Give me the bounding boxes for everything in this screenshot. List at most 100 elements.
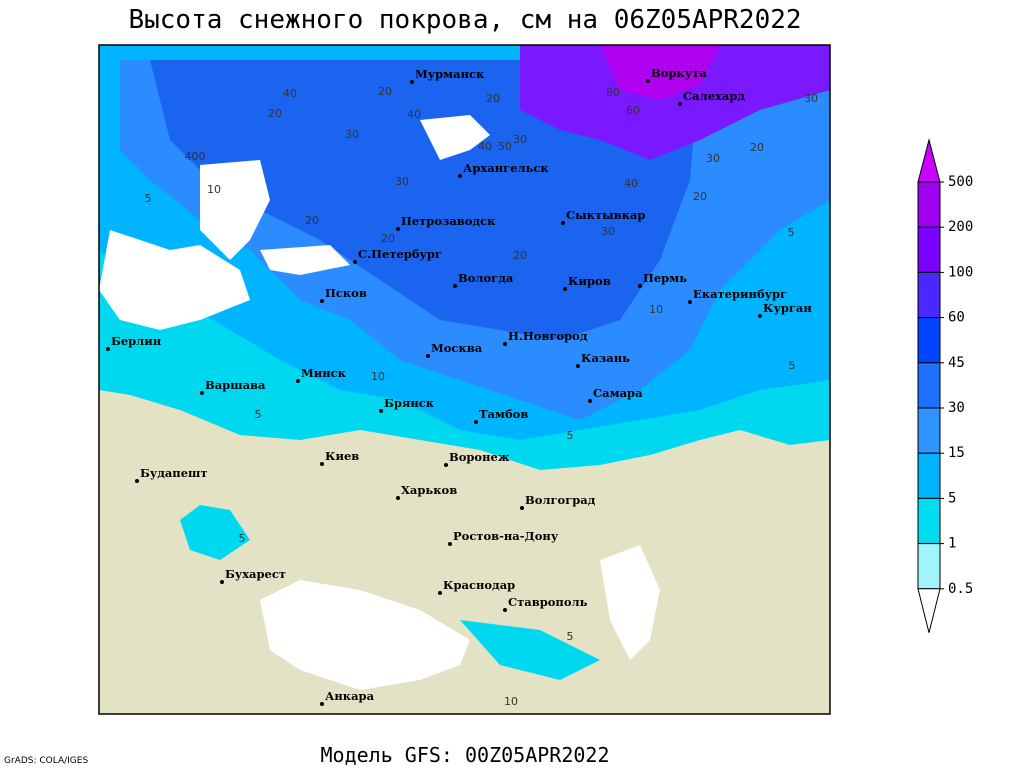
colorbar-label: 30 — [948, 400, 965, 416]
city-dot — [353, 260, 357, 264]
snow-100 — [520, 45, 830, 160]
city-dot — [453, 284, 457, 288]
contour-label: 10 — [207, 183, 221, 196]
city-dot — [379, 409, 383, 413]
city-label: Москва — [431, 341, 483, 355]
city-dot — [410, 80, 414, 84]
city-label: Архангельск — [463, 161, 549, 175]
city-dot — [106, 347, 110, 351]
city-dot — [678, 102, 682, 106]
city-dot — [444, 463, 448, 467]
colorbar-segment — [917, 452, 941, 499]
credit: GrADS: COLA/IGES — [4, 756, 88, 766]
city-dot — [758, 314, 762, 318]
contour-label: 20 — [486, 92, 500, 105]
city-dot — [396, 227, 400, 231]
contour-label: 60 — [626, 104, 640, 117]
city-label: Самара — [593, 386, 643, 400]
city-label: Бухарест — [225, 567, 286, 581]
map-frame — [98, 44, 831, 715]
city-dot — [426, 354, 430, 358]
colorbar-label: 100 — [948, 264, 973, 280]
city-label: Анкара — [325, 689, 375, 703]
city-dot — [474, 420, 478, 424]
city-label: Салехард — [683, 89, 745, 103]
colorbar-segment — [917, 181, 941, 228]
contour-label: 10 — [504, 695, 518, 708]
city-label: С.Петербург — [358, 247, 442, 261]
city-label: Сыктывкар — [566, 208, 645, 222]
city-label: Курган — [763, 301, 812, 315]
colorbar-label: 5 — [948, 490, 956, 506]
city-dot — [688, 300, 692, 304]
city-label: Краснодар — [443, 578, 515, 592]
contour-label: 40 — [407, 108, 421, 121]
city-dot — [448, 542, 452, 546]
city-dot — [200, 391, 204, 395]
colorbar-label: 60 — [948, 310, 965, 326]
colorbar: 500 200 100 60 45 30 15 5 1 0.5 — [917, 138, 973, 633]
colorbar-segment — [917, 407, 941, 454]
city-dot — [396, 496, 400, 500]
city-dot — [135, 479, 139, 483]
city-dot — [438, 591, 442, 595]
colorbar-bottom — [917, 588, 941, 633]
colorbar-segment — [917, 226, 941, 273]
contour-label: 5 — [239, 532, 246, 545]
contour-label: 40 — [478, 140, 492, 153]
contour-label: 20 — [381, 232, 395, 245]
map — [99, 45, 830, 714]
city-label: Вологда — [458, 271, 514, 285]
black-sea — [260, 580, 470, 690]
contour-label: 5 — [788, 226, 795, 239]
city-label: Варшава — [205, 378, 266, 392]
city-dot — [320, 462, 324, 466]
city-label: Петрозаводск — [401, 214, 496, 228]
contour-label: 5 — [255, 408, 262, 421]
city-dot — [320, 702, 324, 706]
colorbar-segment — [917, 362, 941, 409]
baltic-sea — [99, 160, 350, 330]
contour-label: 30 — [804, 92, 818, 105]
city-dot — [561, 221, 565, 225]
contour-label: 20 — [513, 249, 527, 262]
contour-label: 30 — [601, 225, 615, 238]
contour-label: 80 — [606, 86, 620, 99]
city-label: Харьков — [401, 483, 457, 497]
colorbar-segment — [917, 317, 941, 364]
city-label: Киев — [325, 449, 359, 463]
contour-label: 400 — [185, 150, 206, 163]
city-label: Псков — [325, 286, 367, 300]
city-label: Воронеж — [449, 450, 510, 464]
contour-label: 5 — [567, 429, 574, 442]
city-label: Ставрополь — [508, 595, 588, 609]
city-dot — [646, 79, 650, 83]
contour-label: 40 — [624, 177, 638, 190]
caspian-sea — [600, 545, 660, 660]
city-dot — [563, 287, 567, 291]
city-dot — [638, 284, 642, 288]
contour-label: 30 — [345, 128, 359, 141]
city-label: Казань — [581, 351, 630, 365]
city-label: Тамбов — [479, 407, 528, 421]
colorbar-segment — [917, 271, 941, 319]
colorbar-top — [917, 138, 941, 183]
city-dot — [503, 608, 507, 612]
contour-label: 30 — [706, 152, 720, 165]
contour-label: 20 — [693, 190, 707, 203]
contour-label: 10 — [371, 370, 385, 383]
colorbar-label: 45 — [948, 355, 965, 371]
city-label: Будапешт — [140, 466, 208, 480]
white-sea — [420, 115, 490, 160]
title: Высота снежного покрова, см на 06Z05APR2… — [128, 5, 801, 35]
city-label: Брянск — [384, 396, 435, 410]
city-dot — [220, 580, 224, 584]
city-dot — [320, 299, 324, 303]
contour-label: 50 — [498, 140, 512, 153]
contour-label: 40 — [283, 87, 297, 100]
contour-label: 20 — [305, 214, 319, 227]
city-label: Екатеринбург — [693, 287, 787, 301]
contour-label: 20 — [750, 141, 764, 154]
city-dot — [588, 399, 592, 403]
